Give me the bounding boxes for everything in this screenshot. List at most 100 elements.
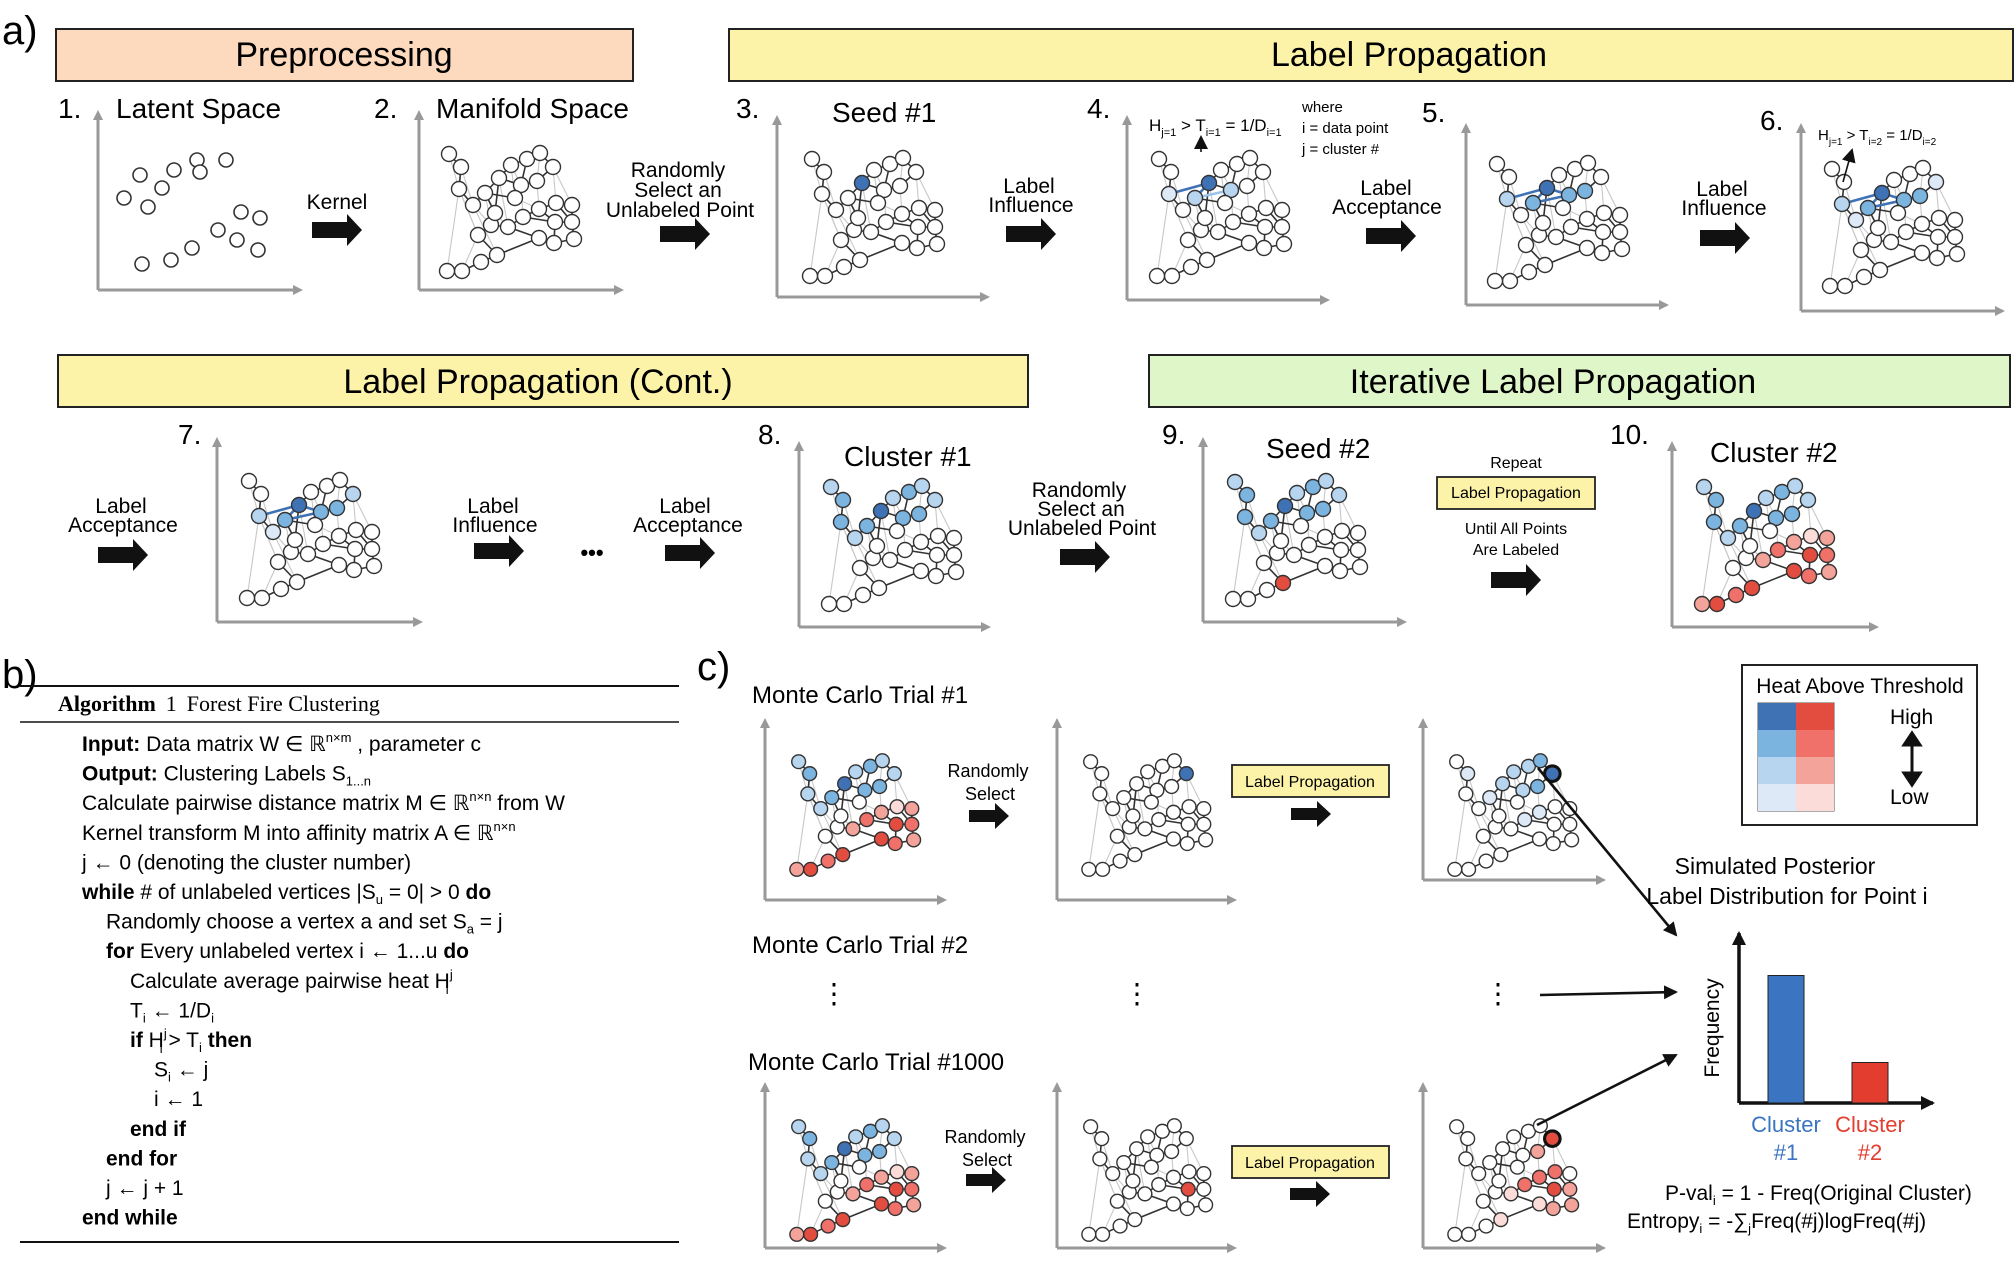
graph-node [1148, 267, 1166, 285]
graph-node [1495, 1141, 1511, 1157]
graph-node [835, 258, 853, 276]
graph-node [1250, 524, 1268, 542]
graph-node [893, 234, 911, 252]
graph-node [1273, 201, 1291, 219]
graph-node [926, 218, 944, 236]
posterior-title-2: Label Distribution for Point i [1646, 883, 1927, 909]
graph-node [839, 189, 857, 207]
graph-node [1785, 533, 1803, 551]
step-title-latent: Latent Space [116, 93, 281, 124]
graph-node [1196, 1165, 1212, 1182]
axes-panel-c [760, 718, 1606, 1253]
graph-node [874, 1118, 890, 1134]
graph-node [1272, 532, 1290, 550]
highlighted-node [1543, 1129, 1562, 1148]
graph-node [1913, 244, 1931, 262]
header-preprocessing-label: Preprocessing [235, 36, 452, 74]
panel-c-arrow-labels: Randomly Select Randomly Select [944, 761, 1028, 1170]
graph-seed1 [801, 149, 946, 285]
graph-node [851, 1159, 867, 1175]
graph-node [1873, 184, 1891, 202]
category-cluster-2: Cluster [1835, 1112, 1905, 1137]
step-number-7: 7. [178, 419, 201, 450]
formula-step4: Hj=1 > Ti=1 = 1/Di=1 [1149, 116, 1282, 152]
graph-node [1493, 846, 1509, 863]
graph-node [1180, 1181, 1196, 1197]
graph-node [1911, 187, 1929, 205]
graph-node [887, 1200, 903, 1217]
graph-node [1503, 821, 1519, 837]
graph-node [1449, 754, 1465, 770]
graph-node [1094, 1131, 1110, 1147]
graph-node [834, 491, 852, 509]
graph-node [490, 169, 508, 187]
graph-node [1196, 1181, 1212, 1197]
graph-node [888, 1181, 904, 1197]
step-number-3: 3. [736, 93, 759, 124]
graph-node [1186, 189, 1204, 207]
graph-node [1224, 213, 1242, 231]
label-propagation-box-trial1000: Label Propagation [1231, 1145, 1390, 1179]
graph-node [1562, 1181, 1578, 1197]
label-prop-box-2-text: Label Propagation [1245, 1155, 1375, 1172]
algorithm-line: Calculate pairwise distance matrix M ∈ ℝ… [82, 789, 565, 815]
graph-node [1081, 861, 1097, 877]
step-title-cluster2: Cluster #2 [1710, 437, 1838, 468]
graph-step4 [1148, 149, 1293, 285]
graph-node [238, 589, 256, 607]
graph-node [488, 246, 506, 264]
arrow-label-acceptance-a1: Label [1360, 177, 1411, 200]
graph-node [345, 561, 363, 579]
graph-node [1285, 546, 1303, 564]
graph-node [1491, 1173, 1507, 1189]
step-number-6: 6. [1760, 105, 1783, 136]
graph-node [1783, 505, 1801, 523]
arrow-label-influence-a2: Influence [988, 194, 1073, 217]
arrow-label-influence-a1: Label [1003, 175, 1054, 198]
algorithm-line: if Hj i > Ti then [130, 1026, 252, 1056]
graph-node [331, 471, 349, 489]
repeat-block: Repeat Label Propagation Until All Point… [1436, 455, 1596, 559]
graph-node [1928, 249, 1946, 267]
graph-node [563, 213, 581, 231]
arrow-label-acceptance-a2: Acceptance [1332, 196, 1442, 219]
graph-node [1460, 1131, 1476, 1147]
graph-node [1150, 150, 1168, 168]
graph-node [1564, 1197, 1580, 1213]
graph-node [1292, 517, 1310, 535]
legend-swatch-blue-dark [1758, 703, 1796, 730]
algorithm-line: Calculate average pairwise heat Hj i [130, 967, 453, 997]
graph-node [1094, 1226, 1111, 1242]
step-title-seed1: Seed #1 [832, 97, 936, 128]
graph-seed2 [1224, 472, 1369, 608]
algorithm-line: i ← 1 [154, 1088, 203, 1111]
graph-node [1897, 223, 1915, 241]
graph-node [1160, 185, 1178, 203]
convergence-arrows [1536, 767, 1678, 1127]
graph-node [816, 267, 834, 285]
graph-node [330, 527, 348, 545]
posterior-title-1: Simulated Posterior [1675, 853, 1876, 879]
graph-instances [238, 144, 1966, 1242]
graph-trial1-result [1447, 753, 1580, 877]
graph-node [1482, 1154, 1498, 1171]
algorithm-line: end if [130, 1118, 187, 1141]
graph-node [802, 766, 818, 782]
graph-node [871, 1143, 888, 1160]
arrow-label-randomly-3: Unlabeled Point [606, 199, 754, 222]
graph-node [833, 808, 849, 824]
graph-node [1196, 209, 1214, 227]
repeat-bottom-1: Until All Points [1465, 521, 1567, 538]
graph-node [928, 546, 946, 564]
graph-node [1534, 214, 1552, 232]
graph-node [438, 262, 456, 280]
graph-node [1258, 581, 1276, 599]
graph-node [1579, 154, 1597, 172]
graph-node [1493, 1211, 1509, 1228]
graph-node [1143, 794, 1159, 810]
panel-label-a: a) [2, 9, 38, 53]
graph-node [854, 586, 872, 604]
graph-node [486, 204, 504, 222]
graph-node [870, 579, 888, 597]
graph-node [1562, 816, 1578, 832]
